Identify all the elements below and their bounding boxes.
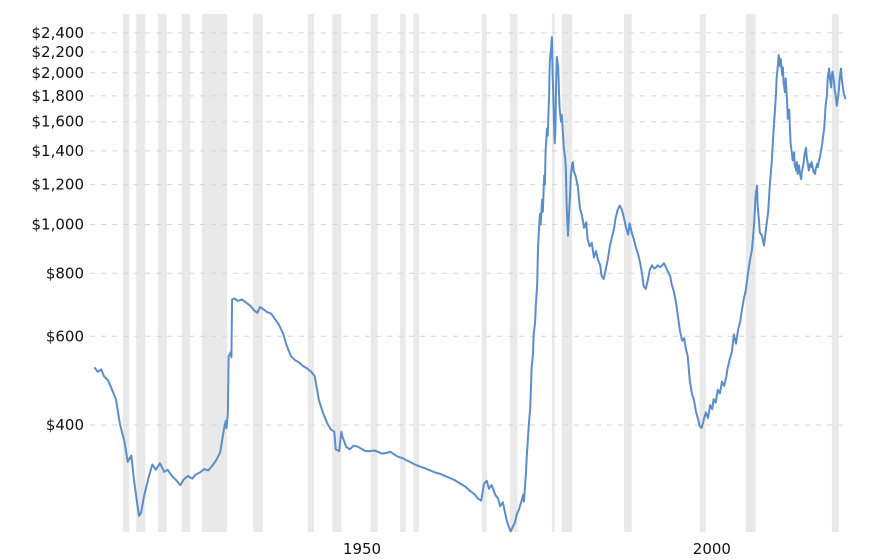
recession-band [481,14,487,532]
recession-band [624,14,632,532]
y-axis-label: $2,400 [32,24,85,42]
recession-band [136,14,146,532]
x-axis-label: 2000 [693,540,731,558]
gridlines [90,32,848,426]
y-axis-label: $2,200 [32,43,85,61]
recession-band [181,14,191,532]
x-axis-labels: 1950 2000 [343,540,731,558]
y-axis-label: $1,600 [32,113,85,131]
y-axis-label: $1,800 [32,87,85,105]
recession-band [509,14,518,532]
price-line-series [93,36,847,533]
recession-band [413,14,419,532]
y-axis-label: $1,200 [32,176,85,194]
y-axis-label: $2,000 [32,64,85,82]
y-axis-label: $1,000 [32,216,85,234]
y-axis-labels: $2,400$2,200 $2,000 $1,800 $1,600 $1,400 $1,2… [32,24,85,434]
recession-band [699,14,706,532]
y-axis-label: $1,400 [32,142,85,160]
y-axis-label: $800 [46,264,84,282]
recession-band [831,14,839,532]
x-axis-label: 1950 [343,540,381,558]
y-axis-label: $600 [46,327,84,345]
recession-band [157,14,167,532]
recession-band [370,14,378,532]
price-line [93,36,847,533]
y-axis-label: $400 [46,416,84,434]
